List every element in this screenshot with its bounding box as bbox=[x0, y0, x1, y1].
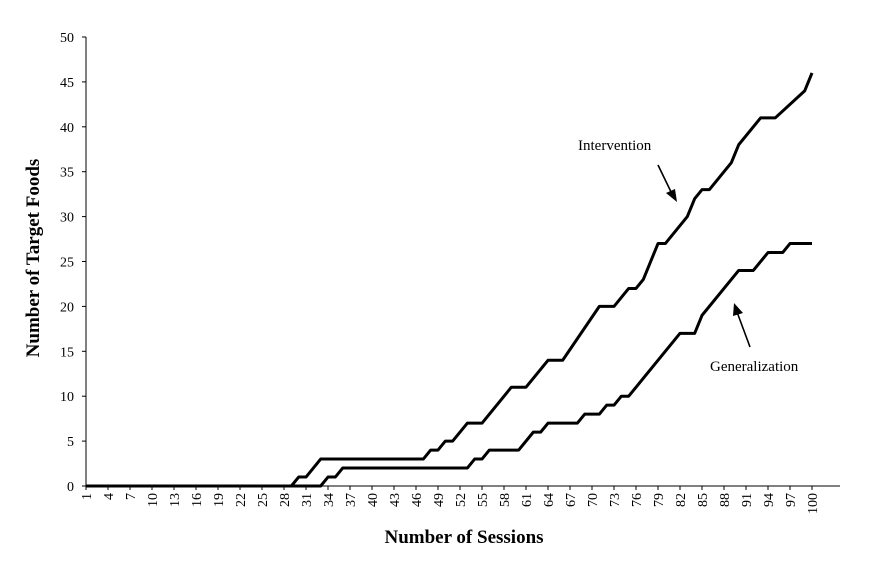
generalization-annotation-label: Generalization bbox=[710, 359, 799, 375]
x-tick-label: 88 bbox=[718, 493, 733, 507]
y-tick-label: 5 bbox=[67, 435, 74, 450]
x-tick-label: 82 bbox=[674, 493, 689, 507]
series-line-generalization bbox=[86, 242, 812, 488]
x-tick-label: 19 bbox=[212, 493, 227, 507]
x-tick-label: 34 bbox=[322, 493, 337, 507]
x-tick-label: 94 bbox=[762, 493, 777, 507]
generalization-annotation-arrow-line bbox=[736, 311, 751, 348]
x-tick-label: 31 bbox=[300, 493, 315, 507]
x-tick-label: 64 bbox=[542, 493, 557, 507]
x-tick-label: 37 bbox=[344, 493, 359, 507]
series-layer bbox=[86, 72, 814, 488]
y-axis-ticks: 0 5 10 15 20 25 30 35 40 45 50 bbox=[60, 31, 86, 495]
y-tick-label: 20 bbox=[60, 300, 74, 315]
x-axis-ticks: 1 4 7 10 13 16 19 22 25 28 31 34 37 40 43 46 49 52 55 58 61 6… bbox=[80, 486, 821, 514]
x-axis-label: Number of Sessions bbox=[384, 527, 543, 548]
x-tick-label: 40 bbox=[366, 493, 381, 507]
x-tick-label: 43 bbox=[388, 493, 403, 507]
x-tick-label: 4 bbox=[102, 493, 117, 500]
intervention-annotation-arrowhead bbox=[666, 189, 677, 202]
x-tick-label: 28 bbox=[278, 493, 293, 507]
x-tick-label: 67 bbox=[564, 493, 579, 507]
x-tick-label: 16 bbox=[190, 493, 205, 507]
y-tick-label: 40 bbox=[60, 121, 74, 136]
y-tick-label: 25 bbox=[60, 256, 74, 271]
x-tick-label: 91 bbox=[740, 493, 755, 507]
intervention-annotation-arrow-line bbox=[657, 164, 674, 197]
x-tick-label: 13 bbox=[168, 493, 183, 507]
x-tick-label: 7 bbox=[124, 493, 139, 500]
x-tick-label: 22 bbox=[234, 493, 249, 507]
x-tick-label: 61 bbox=[520, 493, 535, 507]
x-tick-label: 97 bbox=[784, 493, 799, 507]
y-tick-label: 35 bbox=[60, 166, 74, 181]
y-tick-label: 50 bbox=[60, 31, 74, 46]
y-tick-label: 15 bbox=[60, 345, 74, 360]
x-tick-label: 49 bbox=[432, 493, 447, 507]
x-tick-label: 55 bbox=[476, 493, 491, 507]
generalization-annotation-arrowhead bbox=[733, 303, 743, 316]
x-tick-label: 85 bbox=[696, 493, 711, 507]
x-tick-label: 52 bbox=[454, 493, 469, 507]
y-axis-label: Number of Target Foods bbox=[23, 159, 44, 358]
intervention-annotation-label: Intervention bbox=[578, 138, 652, 154]
x-tick-label: 100 bbox=[806, 493, 821, 514]
y-tick-label: 45 bbox=[60, 76, 74, 91]
x-tick-label: 10 bbox=[146, 493, 161, 507]
x-tick-label: 1 bbox=[80, 493, 95, 500]
x-tick-label: 25 bbox=[256, 493, 271, 507]
x-tick-label: 73 bbox=[608, 493, 623, 507]
y-tick-label: 30 bbox=[60, 211, 74, 226]
x-tick-label: 46 bbox=[410, 493, 425, 507]
y-tick-label: 0 bbox=[67, 480, 74, 495]
x-tick-label: 58 bbox=[498, 493, 513, 507]
series-line-intervention bbox=[86, 72, 814, 488]
x-tick-label: 70 bbox=[586, 493, 601, 507]
y-tick-label: 10 bbox=[60, 390, 74, 405]
x-tick-label: 76 bbox=[630, 493, 645, 507]
x-tick-label: 79 bbox=[652, 493, 667, 507]
